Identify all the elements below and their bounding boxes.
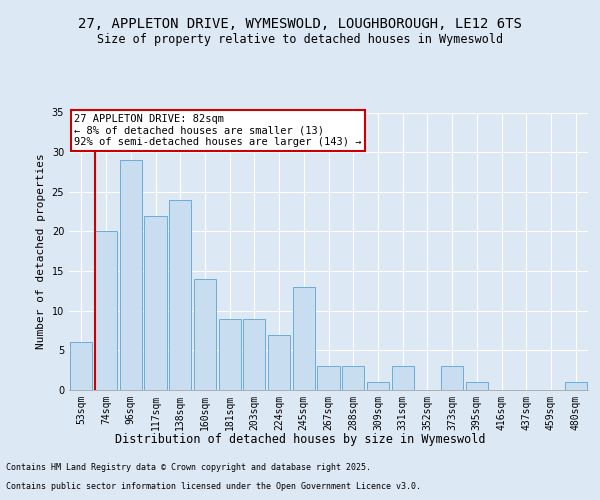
Bar bbox=[342, 366, 364, 390]
Bar bbox=[169, 200, 191, 390]
Y-axis label: Number of detached properties: Number of detached properties bbox=[36, 154, 46, 349]
Bar bbox=[466, 382, 488, 390]
Text: Distribution of detached houses by size in Wymeswold: Distribution of detached houses by size … bbox=[115, 432, 485, 446]
Bar bbox=[268, 334, 290, 390]
Text: 27 APPLETON DRIVE: 82sqm
← 8% of detached houses are smaller (13)
92% of semi-de: 27 APPLETON DRIVE: 82sqm ← 8% of detache… bbox=[74, 114, 362, 147]
Bar bbox=[317, 366, 340, 390]
Text: Contains HM Land Registry data © Crown copyright and database right 2025.: Contains HM Land Registry data © Crown c… bbox=[6, 464, 371, 472]
Text: Contains public sector information licensed under the Open Government Licence v3: Contains public sector information licen… bbox=[6, 482, 421, 491]
Bar bbox=[119, 160, 142, 390]
Bar bbox=[367, 382, 389, 390]
Bar bbox=[95, 232, 117, 390]
Bar bbox=[243, 318, 265, 390]
Text: Size of property relative to detached houses in Wymeswold: Size of property relative to detached ho… bbox=[97, 32, 503, 46]
Bar bbox=[392, 366, 414, 390]
Text: 27, APPLETON DRIVE, WYMESWOLD, LOUGHBOROUGH, LE12 6TS: 27, APPLETON DRIVE, WYMESWOLD, LOUGHBORO… bbox=[78, 18, 522, 32]
Bar bbox=[218, 318, 241, 390]
Bar bbox=[145, 216, 167, 390]
Bar bbox=[194, 279, 216, 390]
Bar bbox=[293, 287, 315, 390]
Bar bbox=[565, 382, 587, 390]
Bar bbox=[441, 366, 463, 390]
Bar bbox=[70, 342, 92, 390]
